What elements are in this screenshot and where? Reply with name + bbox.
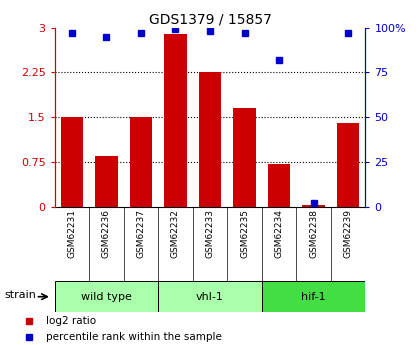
Text: GSM62234: GSM62234	[275, 209, 284, 258]
Bar	[302, 205, 325, 207]
Text: hif-1: hif-1	[301, 292, 326, 302]
Title: GDS1379 / 15857: GDS1379 / 15857	[149, 12, 271, 27]
Text: strain: strain	[4, 290, 36, 300]
Text: GSM62236: GSM62236	[102, 209, 111, 258]
Text: GSM62237: GSM62237	[136, 209, 145, 258]
Bar	[268, 164, 290, 207]
Text: GSM62232: GSM62232	[171, 209, 180, 258]
Bar	[233, 108, 256, 207]
Bar	[60, 117, 83, 207]
Bar	[262, 281, 365, 312]
Bar	[95, 156, 118, 207]
Text: vhl-1: vhl-1	[196, 292, 224, 302]
Text: wild type: wild type	[81, 292, 132, 302]
Bar	[199, 72, 221, 207]
Text: GSM62235: GSM62235	[240, 209, 249, 258]
Bar	[130, 117, 152, 207]
Text: GSM62239: GSM62239	[344, 209, 353, 258]
Text: GSM62231: GSM62231	[67, 209, 76, 258]
Text: GSM62238: GSM62238	[309, 209, 318, 258]
Bar	[158, 281, 262, 312]
Bar	[337, 123, 360, 207]
Text: GSM62233: GSM62233	[205, 209, 215, 258]
Text: log2 ratio: log2 ratio	[46, 316, 96, 326]
Bar	[55, 281, 158, 312]
Bar	[164, 33, 186, 207]
Text: percentile rank within the sample: percentile rank within the sample	[46, 332, 222, 342]
